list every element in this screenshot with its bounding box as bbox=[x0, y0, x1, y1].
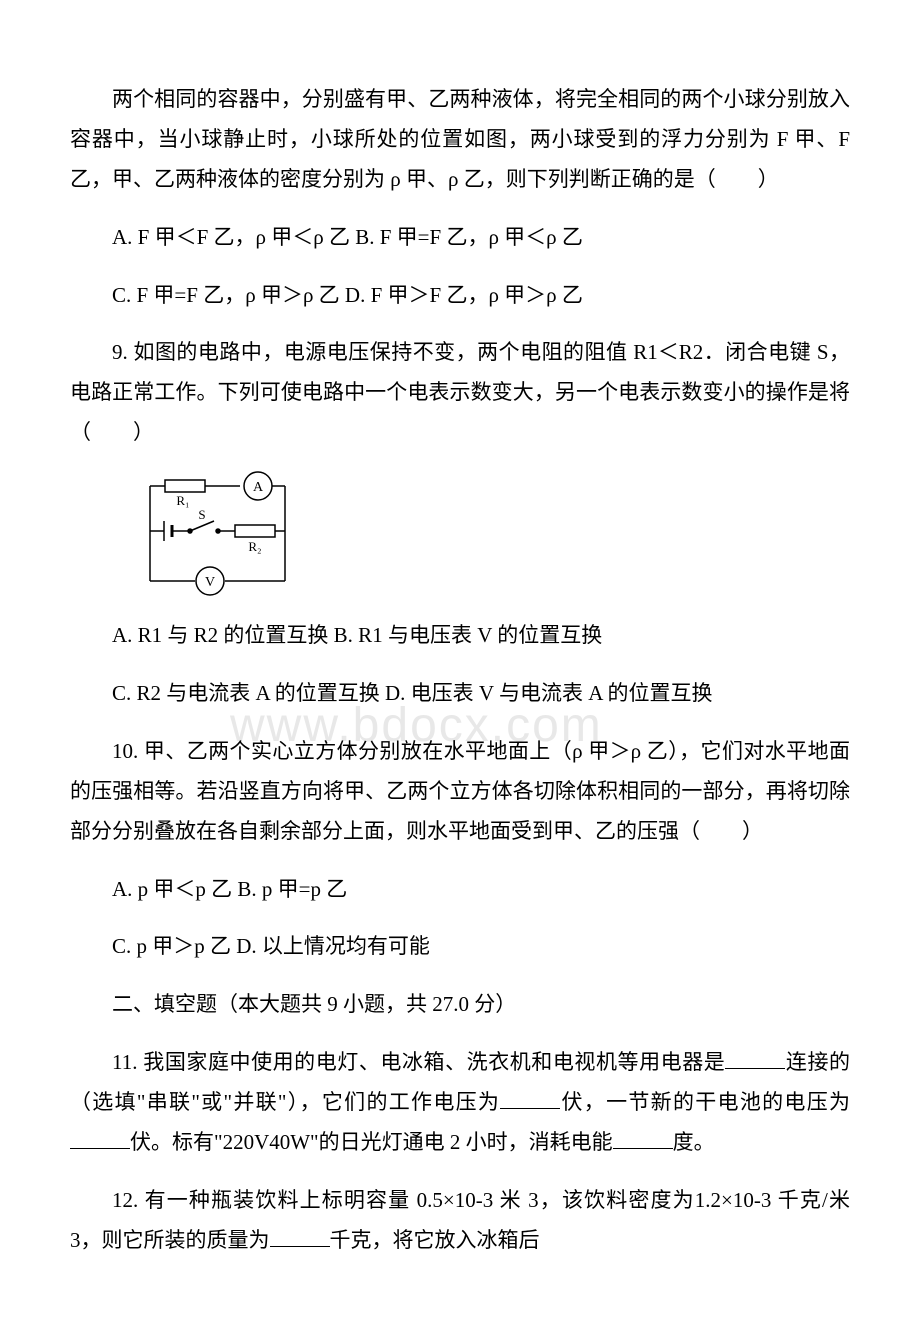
q10-options-row1: A. p 甲＜p 乙 B. p 甲=p 乙 bbox=[70, 870, 850, 910]
blank-4 bbox=[613, 1124, 673, 1149]
blank-5 bbox=[270, 1222, 330, 1247]
q9-stem: 9. 如图的电路中，电源电压保持不变，两个电阻的阻值 R1＜R2．闭合电键 S，… bbox=[70, 333, 850, 453]
q8-continuation: 两个相同的容器中，分别盛有甲、乙两种液体，将完全相同的两个小球分别放入容器中，当… bbox=[70, 80, 850, 200]
blank-3 bbox=[70, 1124, 130, 1149]
q10-options-row2: C. p 甲＞p 乙 D. 以上情况均有可能 bbox=[70, 927, 850, 967]
q8-options-row1: A. F 甲＜F 乙，ρ 甲＜ρ 乙 B. F 甲=F 乙，ρ 甲＜ρ 乙 bbox=[70, 218, 850, 258]
q12-text: 12. 有一种瓶装饮料上标明容量 0.5×10-3 米 3，该饮料密度为1.2×… bbox=[70, 1181, 850, 1261]
section2-heading: 二、填空题（本大题共 9 小题，共 27.0 分） bbox=[70, 985, 850, 1025]
q9-options-row2: C. R2 与电流表 A 的位置互换 D. 电压表 V 与电流表 A 的位置互换 bbox=[70, 674, 850, 714]
r2-label: R₂ bbox=[248, 539, 261, 554]
q10-stem: 10. 甲、乙两个实心立方体分别放在水平地面上（ρ 甲＞ρ 乙），它们对水平地面… bbox=[70, 732, 850, 852]
voltmeter-label: V bbox=[205, 575, 215, 590]
q11-text: 11. 我国家庭中使用的电灯、电冰箱、洗衣机和电视机等用电器是连接的（选填"串联… bbox=[70, 1043, 850, 1163]
circuit-diagram: R₁ A S R₂ V bbox=[140, 471, 300, 601]
r1-label: R₁ bbox=[176, 493, 189, 508]
blank-2 bbox=[500, 1084, 560, 1109]
ammeter-label: A bbox=[253, 480, 264, 495]
blank-1 bbox=[725, 1044, 785, 1069]
q9-options-row1: A. R1 与 R2 的位置互换 B. R1 与电压表 V 的位置互换 bbox=[70, 616, 850, 656]
switch-label: S bbox=[198, 507, 205, 522]
q8-options-row2: C. F 甲=F 乙，ρ 甲＞ρ 乙 D. F 甲＞F 乙，ρ 甲＞ρ 乙 bbox=[70, 276, 850, 316]
